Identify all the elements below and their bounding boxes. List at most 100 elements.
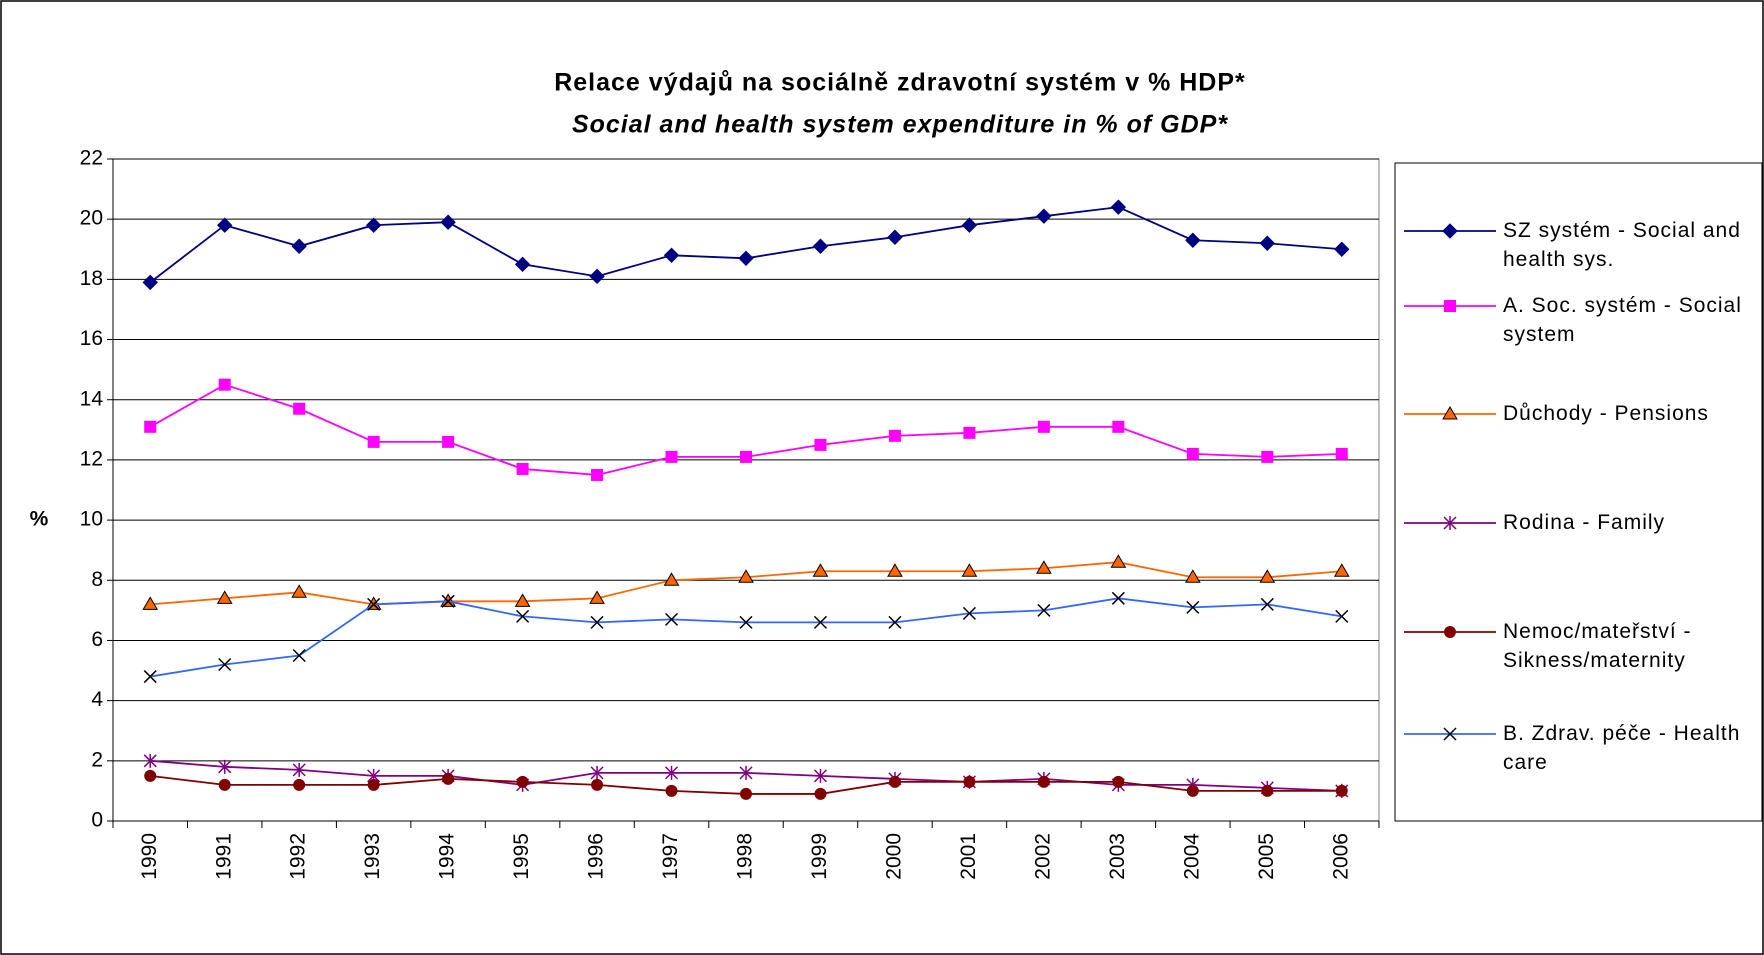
marker [1335, 784, 1348, 797]
marker [142, 274, 158, 291]
x-tick-label: 1994 [436, 833, 459, 880]
y-tick-label: 18 [80, 267, 103, 290]
marker [218, 378, 231, 391]
x-tick-label: 2004 [1180, 833, 1203, 880]
x-tick-label: 1998 [734, 833, 757, 880]
legend-label: B. Zdrav. péče - Health care [1503, 722, 1741, 774]
marker [1184, 569, 1201, 583]
marker [516, 462, 529, 475]
legend-label: Rodina - Family [1503, 511, 1666, 534]
marker [888, 775, 901, 788]
marker [216, 217, 233, 233]
marker [812, 238, 829, 254]
marker [440, 214, 456, 230]
legend-label: A. Soc. systém - Social system [1503, 294, 1742, 346]
marker [365, 217, 382, 233]
marker [514, 593, 531, 607]
marker [1186, 600, 1200, 614]
marker [813, 768, 828, 783]
marker [1261, 784, 1274, 797]
x-tick-label: 1997 [659, 833, 682, 880]
marker [739, 615, 753, 629]
marker [367, 778, 380, 791]
marker [293, 402, 306, 415]
marker [291, 584, 308, 598]
marker [1186, 784, 1199, 797]
marker [218, 778, 231, 791]
marker [516, 775, 529, 788]
marker [1112, 775, 1125, 788]
legend-label: SZ systém - Social and health sys. [1503, 219, 1741, 271]
y-tick-label: 20 [80, 207, 103, 230]
marker [887, 563, 903, 577]
marker [1335, 447, 1348, 460]
marker [441, 594, 455, 608]
marker [663, 247, 680, 263]
legend-box [1394, 162, 1763, 822]
marker [1037, 420, 1050, 433]
marker [293, 778, 306, 791]
marker [589, 590, 605, 604]
chart-title: Relace výdajů na sociálně zdravotní syst… [554, 69, 1246, 97]
legend-marker [1443, 516, 1457, 530]
marker [1259, 569, 1276, 583]
marker [812, 563, 829, 577]
marker [1261, 450, 1274, 463]
x-tick-label: 1992 [287, 833, 310, 880]
marker [291, 238, 307, 254]
x-tick-label: 1999 [808, 833, 831, 880]
marker [888, 615, 902, 629]
marker [591, 778, 604, 791]
x-tick-label: 2005 [1255, 833, 1278, 880]
marker [591, 468, 604, 481]
y-tick-label: 6 [91, 628, 103, 651]
marker [814, 438, 827, 451]
marker [664, 612, 679, 626]
marker [514, 256, 531, 273]
marker [663, 572, 680, 586]
marker [1037, 775, 1050, 788]
x-tick-label: 1990 [138, 833, 161, 880]
marker [1186, 447, 1199, 460]
marker [216, 590, 233, 604]
x-tick-label: 1991 [212, 833, 235, 880]
marker [665, 784, 678, 797]
marker [888, 429, 901, 442]
x-tick-label: 1996 [585, 833, 608, 880]
marker [740, 787, 752, 800]
marker [367, 435, 380, 448]
marker [218, 759, 232, 774]
marker [961, 563, 978, 577]
marker [664, 765, 679, 780]
y-tick-label: 22 [80, 147, 103, 170]
marker [665, 450, 678, 463]
marker [887, 229, 903, 245]
marker [1333, 563, 1350, 577]
marker [961, 217, 978, 233]
chart-subtitle: Social and health system expenditure in … [572, 111, 1228, 139]
marker [740, 450, 752, 463]
marker [1334, 241, 1350, 257]
marker [963, 775, 976, 788]
marker [1260, 597, 1274, 611]
marker [589, 268, 605, 285]
x-tick-label: 1993 [361, 833, 384, 880]
marker [962, 606, 976, 620]
marker [367, 597, 381, 611]
x-tick-label: 2006 [1329, 833, 1352, 880]
marker [1111, 591, 1125, 605]
y-tick-label: 2 [91, 748, 103, 771]
marker [738, 250, 754, 267]
legend-marker [1442, 223, 1458, 239]
x-tick-label: 2000 [882, 833, 905, 880]
marker [738, 569, 754, 583]
marker [1036, 560, 1052, 574]
marker [1335, 609, 1349, 623]
y-tick-label: 12 [80, 447, 103, 470]
marker [1259, 235, 1275, 251]
marker [144, 769, 157, 782]
legend-label: Nemoc/mateřství - Sikness/maternity [1503, 620, 1692, 672]
y-tick-label: 14 [80, 387, 104, 410]
